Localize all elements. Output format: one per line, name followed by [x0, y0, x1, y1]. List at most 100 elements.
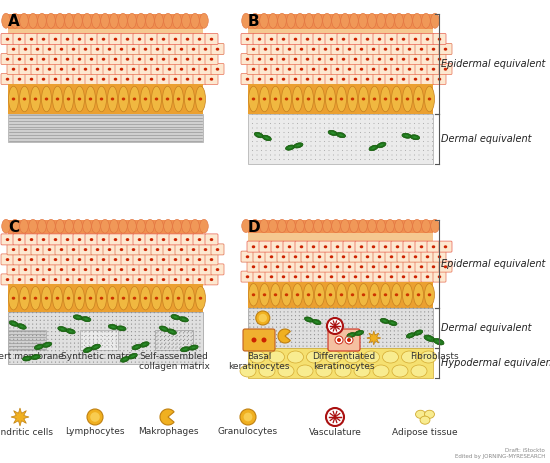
Circle shape [356, 311, 357, 313]
Circle shape [400, 145, 402, 147]
Circle shape [356, 342, 357, 343]
Ellipse shape [414, 78, 417, 81]
Circle shape [265, 342, 266, 343]
Ellipse shape [386, 13, 394, 28]
Circle shape [81, 312, 82, 313]
Circle shape [382, 319, 383, 320]
Ellipse shape [63, 86, 74, 112]
Ellipse shape [414, 38, 417, 41]
Circle shape [324, 141, 325, 142]
Circle shape [184, 316, 185, 317]
Ellipse shape [296, 293, 299, 296]
Circle shape [108, 339, 109, 340]
Circle shape [70, 324, 72, 325]
Circle shape [70, 335, 72, 336]
Ellipse shape [155, 98, 158, 100]
Circle shape [70, 346, 72, 348]
Circle shape [21, 316, 22, 317]
FancyBboxPatch shape [439, 63, 452, 75]
Ellipse shape [359, 219, 367, 232]
FancyBboxPatch shape [379, 63, 392, 75]
Circle shape [146, 346, 147, 348]
FancyBboxPatch shape [325, 54, 338, 64]
Circle shape [165, 339, 166, 340]
Circle shape [63, 319, 64, 321]
Circle shape [74, 335, 75, 336]
Circle shape [150, 335, 151, 336]
FancyBboxPatch shape [265, 271, 278, 282]
Ellipse shape [162, 86, 173, 112]
Circle shape [293, 132, 294, 133]
Ellipse shape [395, 219, 403, 232]
Circle shape [108, 335, 109, 336]
Circle shape [153, 354, 155, 355]
Ellipse shape [29, 13, 37, 28]
Circle shape [89, 340, 90, 342]
Ellipse shape [200, 13, 208, 28]
FancyBboxPatch shape [295, 241, 308, 252]
Ellipse shape [269, 13, 277, 28]
Ellipse shape [8, 287, 19, 310]
FancyBboxPatch shape [103, 44, 116, 55]
Circle shape [387, 155, 388, 156]
Circle shape [340, 319, 342, 320]
Ellipse shape [67, 98, 70, 100]
FancyBboxPatch shape [31, 63, 44, 75]
Circle shape [351, 150, 352, 151]
Circle shape [310, 145, 311, 147]
Circle shape [412, 330, 414, 332]
Circle shape [173, 350, 174, 351]
Circle shape [168, 336, 169, 338]
Circle shape [116, 346, 117, 348]
Circle shape [188, 331, 189, 332]
Circle shape [280, 311, 281, 313]
Ellipse shape [306, 255, 309, 258]
Ellipse shape [384, 293, 387, 296]
FancyBboxPatch shape [277, 74, 290, 85]
Ellipse shape [140, 342, 149, 347]
Ellipse shape [132, 48, 135, 51]
Ellipse shape [174, 38, 177, 41]
FancyBboxPatch shape [265, 33, 278, 44]
Circle shape [89, 346, 90, 348]
Ellipse shape [24, 68, 28, 71]
FancyBboxPatch shape [355, 261, 368, 272]
FancyBboxPatch shape [61, 274, 74, 285]
Circle shape [320, 123, 321, 124]
Circle shape [146, 331, 147, 332]
Ellipse shape [332, 219, 340, 232]
Ellipse shape [133, 98, 136, 100]
Circle shape [283, 323, 285, 324]
Ellipse shape [20, 13, 28, 28]
Ellipse shape [6, 238, 9, 241]
Circle shape [256, 137, 257, 138]
Bar [248, 114, 433, 164]
Circle shape [371, 330, 372, 332]
Ellipse shape [377, 13, 385, 28]
Ellipse shape [56, 297, 59, 300]
Circle shape [352, 315, 353, 316]
Circle shape [47, 316, 48, 317]
Ellipse shape [432, 245, 435, 248]
Ellipse shape [324, 68, 327, 71]
FancyBboxPatch shape [13, 74, 26, 85]
Circle shape [199, 354, 201, 355]
Circle shape [364, 319, 365, 320]
FancyBboxPatch shape [37, 33, 50, 44]
Ellipse shape [30, 58, 33, 61]
Circle shape [179, 336, 180, 338]
Ellipse shape [6, 278, 9, 281]
Circle shape [78, 343, 79, 344]
Circle shape [173, 346, 174, 348]
Circle shape [293, 123, 294, 124]
Circle shape [392, 114, 393, 115]
Circle shape [337, 315, 338, 316]
Ellipse shape [294, 255, 297, 258]
Circle shape [153, 335, 155, 336]
Ellipse shape [278, 13, 286, 28]
Circle shape [258, 314, 267, 322]
FancyBboxPatch shape [433, 74, 446, 85]
Ellipse shape [392, 365, 408, 377]
Circle shape [375, 319, 376, 320]
Circle shape [348, 338, 349, 339]
